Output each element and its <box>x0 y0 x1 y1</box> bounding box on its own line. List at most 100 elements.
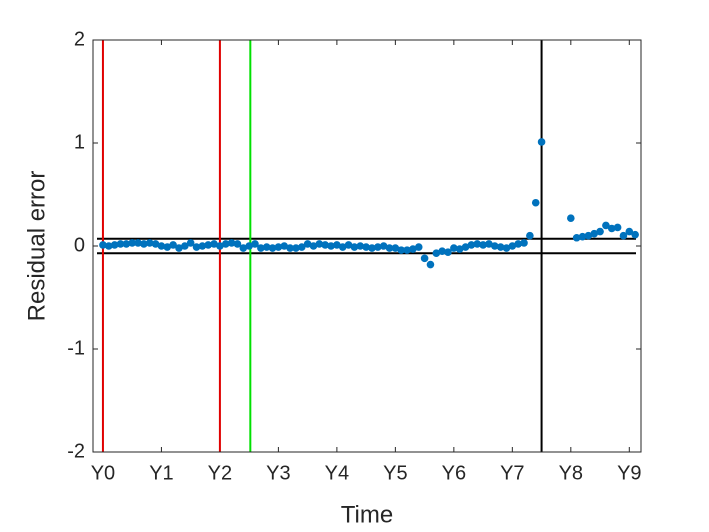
axes-box <box>92 39 642 453</box>
point <box>321 241 329 249</box>
x-tick-label: Y4 <box>325 462 349 484</box>
point <box>502 244 511 252</box>
y-tick-label: 1 <box>74 131 85 153</box>
point <box>625 227 634 236</box>
point <box>426 260 435 269</box>
point <box>327 242 335 250</box>
point <box>619 231 628 240</box>
point <box>596 227 604 236</box>
point <box>420 254 429 263</box>
point <box>110 241 119 249</box>
point <box>479 241 487 249</box>
y-tick-label: -2 <box>67 440 85 462</box>
point <box>409 245 417 253</box>
point <box>607 224 616 233</box>
point <box>239 244 248 252</box>
point <box>210 240 218 248</box>
point <box>216 242 224 250</box>
point <box>397 246 406 254</box>
x-tick-label: Y8 <box>559 462 583 484</box>
point <box>104 242 113 250</box>
point <box>414 243 423 251</box>
point <box>567 214 575 222</box>
point <box>467 241 476 249</box>
x-tick-label: Y1 <box>149 462 173 484</box>
point <box>572 233 581 242</box>
point <box>221 240 230 248</box>
y-tick-label: 0 <box>74 234 85 256</box>
point <box>631 230 639 239</box>
point <box>514 240 522 248</box>
point <box>116 240 125 248</box>
point <box>169 241 177 249</box>
point <box>99 241 107 249</box>
point <box>134 239 142 247</box>
point <box>163 243 172 251</box>
x-tick-label: Y9 <box>617 462 641 484</box>
point <box>578 232 587 241</box>
point <box>455 245 464 253</box>
x-tick-label: Y2 <box>208 462 232 484</box>
point <box>145 239 154 247</box>
point <box>292 244 300 252</box>
x-axis-label: Time <box>341 501 393 528</box>
point <box>450 244 458 252</box>
point <box>268 244 277 252</box>
point <box>128 239 136 247</box>
point <box>485 240 493 248</box>
x-tick-label: Y3 <box>266 462 290 484</box>
point <box>461 243 470 251</box>
point <box>444 248 452 256</box>
point <box>356 242 365 250</box>
point <box>403 246 411 254</box>
point <box>368 244 376 252</box>
point <box>432 249 441 258</box>
point <box>338 243 347 251</box>
point <box>274 243 283 251</box>
point <box>245 242 253 250</box>
point <box>204 241 213 249</box>
point <box>333 241 341 249</box>
x-tick-label: Y7 <box>500 462 524 484</box>
point <box>613 223 622 232</box>
point <box>584 231 593 240</box>
point <box>315 240 324 248</box>
point <box>520 239 528 247</box>
point <box>344 241 353 249</box>
point <box>362 243 370 251</box>
point <box>590 229 599 238</box>
point <box>385 244 394 252</box>
point <box>175 244 183 252</box>
point <box>151 240 160 248</box>
point <box>374 243 382 251</box>
point <box>309 242 318 250</box>
point <box>181 242 189 250</box>
y-tick-label: -1 <box>67 337 85 359</box>
point <box>297 243 306 251</box>
x-tick-label: Y0 <box>91 462 115 484</box>
point <box>227 239 236 247</box>
y-tick-label: 2 <box>74 28 85 50</box>
x-tick-label: Y6 <box>442 462 466 484</box>
point <box>379 242 388 250</box>
point <box>262 243 271 251</box>
point <box>286 244 294 252</box>
point <box>140 240 148 248</box>
point <box>251 240 259 248</box>
y-axis-label: Residual error <box>23 171 50 322</box>
point <box>508 242 517 250</box>
point <box>602 221 610 230</box>
point <box>192 243 201 251</box>
point <box>233 240 242 248</box>
x-tick-label: Y5 <box>383 462 407 484</box>
point <box>473 240 482 248</box>
point <box>438 247 446 255</box>
point <box>391 244 400 252</box>
point <box>526 231 534 240</box>
point <box>257 244 265 252</box>
point <box>157 242 166 250</box>
point <box>490 242 499 250</box>
point <box>198 242 207 250</box>
